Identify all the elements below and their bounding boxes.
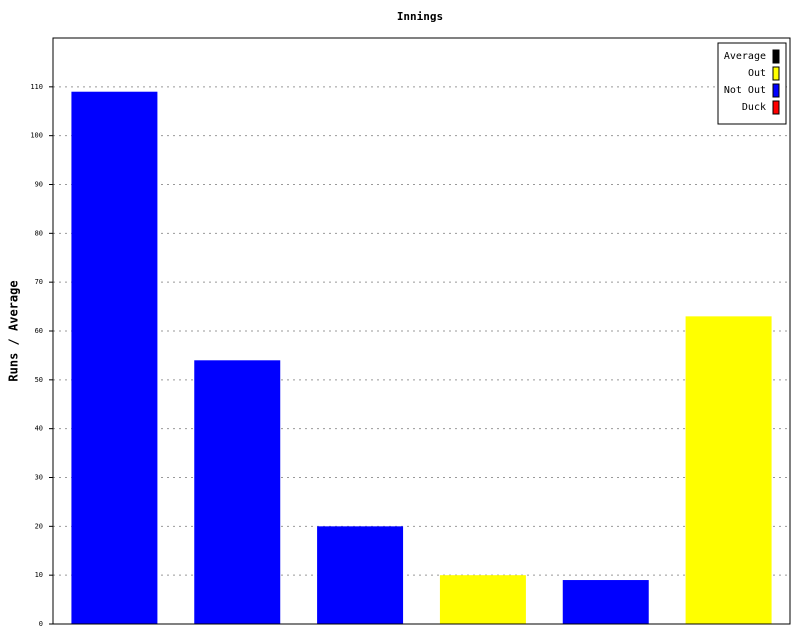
- y-tick-label: 110: [30, 83, 43, 91]
- bar: [194, 360, 281, 624]
- y-tick-label: 10: [35, 571, 43, 579]
- y-tick-label: 20: [35, 522, 43, 530]
- y-axis-label: Runs / Average: [7, 280, 21, 381]
- bar: [562, 580, 649, 624]
- y-tick-label: 30: [35, 474, 43, 482]
- legend-label: Average: [724, 51, 766, 62]
- bar: [685, 316, 772, 624]
- bar: [71, 91, 158, 624]
- legend-label: Duck: [742, 102, 766, 113]
- legend-swatch: [772, 49, 780, 64]
- y-tick-label: 40: [35, 425, 43, 433]
- legend: Average Out Not Out Duck: [717, 42, 787, 125]
- y-tick-label: 0: [39, 620, 43, 628]
- y-tick-label: 70: [35, 278, 43, 286]
- legend-label: Not Out: [724, 85, 766, 96]
- legend-label: Out: [748, 68, 766, 79]
- legend-swatch: [772, 100, 780, 115]
- plot-frame: [52, 37, 791, 625]
- chart-title: Innings: [397, 10, 443, 23]
- y-tick-label: 60: [35, 327, 43, 335]
- y-tick-label: 80: [35, 229, 43, 237]
- y-tick-label: 90: [35, 181, 43, 189]
- y-tick-label: 100: [30, 132, 43, 140]
- bar: [439, 575, 526, 624]
- y-tick-label: 50: [35, 376, 43, 384]
- bar: [317, 526, 404, 624]
- legend-swatch: [772, 83, 780, 98]
- legend-swatch: [772, 66, 780, 81]
